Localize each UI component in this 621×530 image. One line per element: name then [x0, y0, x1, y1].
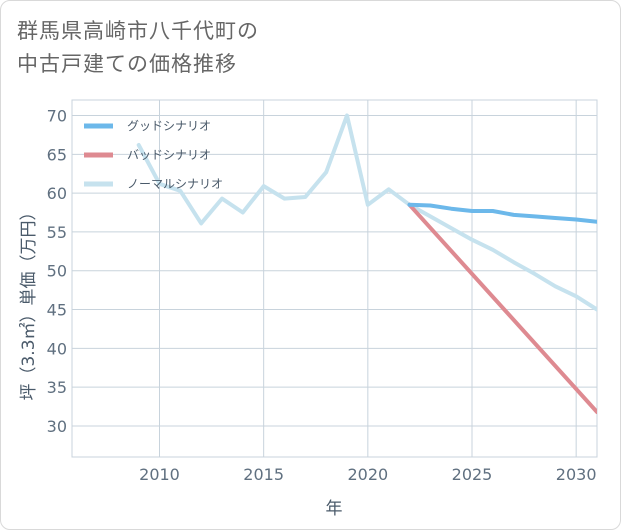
y-tick-label: 55 [47, 223, 67, 242]
y-tick-label: 45 [47, 301, 67, 320]
grid-layer [71, 99, 598, 458]
x-axis-label: 年 [326, 499, 343, 519]
y-tick-label: 35 [47, 378, 67, 397]
legend-label: グッドシナリオ [127, 119, 211, 133]
legend-item-normal: ノーマルシナリオ [84, 177, 223, 191]
y-tick-label: 60 [47, 184, 67, 203]
legend-item-bad: バッドシナリオ [84, 148, 211, 162]
y-tick-label: 50 [47, 262, 67, 281]
legend-item-good: グッドシナリオ [84, 119, 211, 133]
chart-title: 群馬県高崎市八千代町の 中古戸建ての価格推移 [17, 15, 577, 81]
series-line-normal [136, 113, 597, 312]
y-tick-label: 70 [47, 107, 67, 126]
x-tick-label: 2025 [452, 465, 493, 484]
x-tick-label: 2015 [243, 465, 284, 484]
plot-frame [71, 99, 598, 458]
x-tick-label: 2030 [556, 465, 597, 484]
legend-label: バッドシナリオ [127, 148, 211, 162]
series-line-bad [407, 202, 597, 414]
chart-title-line-2: 中古戸建ての価格推移 [17, 52, 237, 76]
x-tick-label: 2020 [347, 465, 388, 484]
y-tick-label: 30 [47, 417, 67, 436]
y-axis-label: 坪（3.3㎡）単価（万円） [19, 203, 39, 400]
y-tick-label: 65 [47, 145, 67, 164]
tick-layer: 2010 2015 2020 2025 2030 30 35 40 45 50 55 60 65 70 [47, 107, 597, 484]
y-tick-label: 40 [47, 339, 67, 358]
series-layer [136, 113, 597, 414]
chart-title-line-1: 群馬県高崎市八千代町の [17, 19, 259, 43]
series-line-good [407, 202, 597, 224]
legend-label: ノーマルシナリオ [127, 177, 223, 191]
x-tick-label: 2010 [139, 465, 180, 484]
